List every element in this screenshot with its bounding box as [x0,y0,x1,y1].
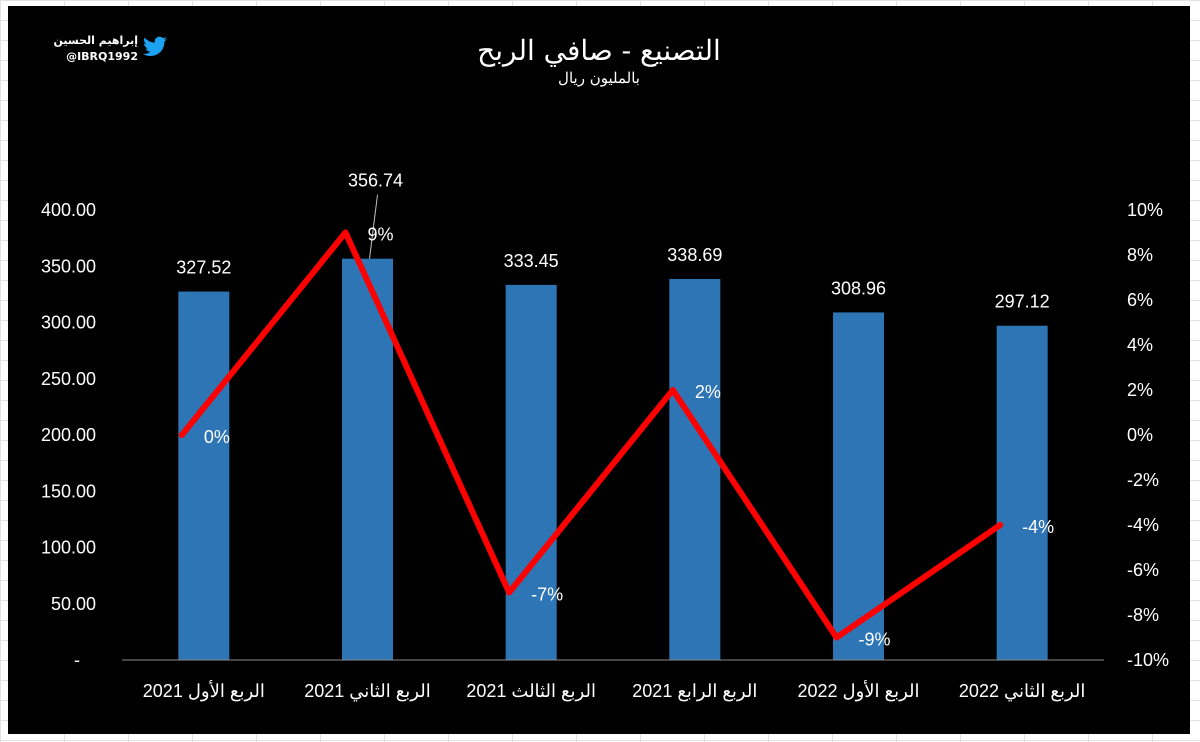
bar-data-label: 333.45 [504,251,559,271]
category-axis: الربع الأول 2021 الربع الثاني 2021 الربع ا… [122,659,1104,702]
bar-data-label: 297.12 [995,292,1050,312]
bar [178,291,230,660]
left-axis-tick-label: - [74,650,80,670]
bar [996,325,1048,660]
category-label: الربع الثالث 2021 [466,681,596,702]
chart-title: التصنيع - صافي الربح [477,34,721,67]
category-label: الربع الرابع 2021 [632,681,757,702]
left-axis-tick-label: 200.00 [41,425,96,445]
bar [505,284,557,660]
line-data-label: -9% [859,630,891,650]
right-axis-tick-label: -10% [1127,650,1169,670]
bar [833,312,884,660]
chart-title-block: التصنيع - صافي الربح بالمليون ريال [8,34,1190,87]
right-axis-tick-label: -4% [1127,515,1159,535]
bar [669,278,721,660]
right-axis-tick-label: -8% [1127,605,1159,625]
line-data-labels: 0% 9% -7% 2% -9% -4% [204,225,1054,650]
left-axis-tick-label: 100.00 [41,538,96,558]
right-axis-tick-label: 10% [1127,200,1163,220]
bar-series [178,258,1048,660]
bar-data-label: 308.96 [831,278,886,298]
left-axis: - 50.00 100.00 150.00 200.00 250.00 300.00 350.… [41,200,96,670]
left-axis-tick-label: 250.00 [41,369,96,389]
left-axis-tick-label: 150.00 [41,481,96,501]
brand-handle: @IBRQ1992 [66,50,138,63]
line-data-label: -7% [531,585,563,605]
line-data-label: 0% [204,427,230,447]
percent-change-line [178,229,1004,641]
twitter-bird-icon [143,36,167,56]
left-axis-tick-label: 50.00 [51,594,96,614]
right-axis-tick-label: 6% [1127,290,1153,310]
bar-data-label: 356.74 [348,171,403,191]
category-label: الربع الثاني 2022 [959,681,1085,702]
bar-data-labels: 327.52 356.74 333.45 338.69 308.96 297.12 [176,171,1049,312]
brand-block: إبراهيم الحسين @IBRQ1992 [46,34,167,70]
category-label: الربع الأول 2021 [143,679,265,702]
right-axis-tick-label: 0% [1127,425,1153,445]
category-label: الربع الأول 2022 [797,679,919,702]
chart-subtitle: بالمليون ريال [558,69,640,87]
bar [342,258,393,660]
bar-data-label: 327.52 [176,258,231,278]
right-axis-tick-label: 2% [1127,380,1153,400]
line-data-label: 2% [695,382,721,402]
line-data-label: -4% [1022,517,1054,537]
right-axis-tick-label: -6% [1127,560,1159,580]
brand-name: إبراهيم الحسين [53,34,139,47]
category-label: الربع الثاني 2021 [304,681,430,702]
left-axis-tick-label: 350.00 [41,256,96,276]
left-axis-tick-label: 300.00 [41,313,96,333]
left-axis-tick-label: 400.00 [41,200,96,220]
right-axis-tick-label: 4% [1127,335,1153,355]
right-axis: -10% -8% -6% -4% -2% 0% 2% 4% 6% 8% 10% [1127,200,1169,670]
bar-label-leader-line [369,194,378,259]
right-axis-tick-label: -2% [1127,470,1159,490]
line-data-label: 9% [368,225,394,245]
line-series [178,229,1004,641]
bar-data-label: 338.69 [667,245,722,265]
right-axis-tick-label: 8% [1127,245,1153,265]
